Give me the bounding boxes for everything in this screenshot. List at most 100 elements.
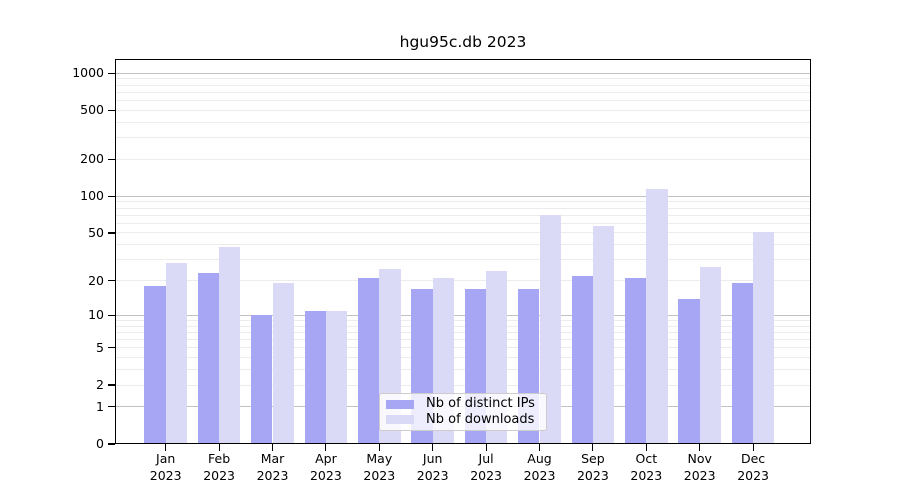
bar-ips-feb — [197, 273, 220, 444]
y-tick-label: 500 — [80, 102, 104, 118]
y-tick-label: 1000 — [72, 65, 104, 81]
y-tick-label: 50 — [88, 224, 104, 240]
x-tick — [218, 444, 220, 451]
y-tick — [107, 384, 115, 386]
bar-downloads-feb — [219, 247, 241, 444]
gridline-minor — [115, 280, 811, 282]
gridline-minor — [115, 214, 811, 216]
x-tick-label: May 2023 — [363, 451, 396, 483]
x-tick — [699, 444, 701, 451]
x-tick — [271, 444, 274, 451]
legend-swatch-ips — [386, 399, 414, 410]
x-tick — [592, 444, 594, 451]
bar-downloads-nov — [699, 267, 722, 444]
y-tick-label: 2 — [96, 377, 104, 393]
x-tick-label: Aug 2023 — [523, 451, 556, 483]
y-tick — [107, 443, 115, 445]
chart-title: hgu95c.db 2023 — [399, 33, 527, 51]
gridline-minor — [115, 347, 811, 349]
bar-ips-sep — [571, 275, 593, 444]
x-tick — [645, 444, 647, 451]
x-tick-label: Nov 2023 — [683, 451, 716, 483]
x-tick — [485, 444, 487, 451]
gridline-minor — [115, 232, 811, 234]
bar-ips-dec — [731, 283, 754, 444]
y-tick — [107, 195, 115, 197]
bar-downloads-dec — [753, 231, 775, 444]
y-tick-label: 5 — [96, 339, 104, 355]
y-tick-label: 1 — [96, 398, 104, 414]
legend-entry-downloads: Nb of downloads — [386, 411, 540, 427]
legend-entry-ips: Nb of distinct IPs — [386, 397, 540, 411]
bar-ips-jan — [144, 285, 166, 444]
gridline-major — [115, 314, 811, 316]
x-tick-label: Jul 2023 — [470, 451, 502, 483]
legend-label-downloads: Nb of downloads — [426, 411, 535, 427]
gridline-minor — [115, 91, 811, 93]
x-tick-label: Oct 2023 — [630, 451, 663, 483]
y-tick-label: 200 — [80, 151, 104, 167]
legend: Nb of distinct IPs Nb of downloads — [379, 393, 547, 431]
x-tick — [165, 444, 167, 451]
y-tick — [107, 406, 115, 408]
gridline-minor — [115, 158, 811, 160]
gridline-minor — [115, 357, 811, 359]
gridline-minor — [115, 384, 811, 386]
x-tick-label: Apr 2023 — [309, 451, 342, 483]
bar-downloads-oct — [646, 188, 668, 444]
gridline-minor — [115, 319, 811, 321]
gridline-minor — [115, 109, 811, 111]
x-tick — [538, 444, 541, 451]
y-tick — [107, 158, 115, 160]
gridline-minor — [115, 100, 811, 102]
gridline-minor — [115, 121, 811, 123]
y-tick — [107, 279, 115, 282]
gridline-minor — [115, 84, 811, 86]
bar-downloads-sep — [592, 226, 615, 444]
x-tick-label: Jan 2023 — [149, 451, 182, 483]
x-tick-label: Jun 2023 — [416, 451, 449, 483]
bar-downloads-mar — [272, 283, 294, 444]
bar-downloads-jan — [165, 263, 188, 444]
gridline-minor — [115, 331, 811, 333]
y-tick-label: 100 — [80, 188, 104, 204]
x-tick-label: Feb 2023 — [203, 451, 235, 483]
y-tick — [107, 109, 115, 111]
gridline-minor — [115, 207, 811, 209]
x-tick — [752, 444, 754, 451]
y-tick-label: 0 — [96, 436, 104, 451]
y-tick — [107, 314, 115, 316]
gridline-major — [115, 72, 811, 74]
gridline-minor — [115, 244, 811, 246]
gridline-major — [115, 195, 811, 197]
y-tick-label: 10 — [88, 307, 104, 323]
bar-ips-nov — [678, 298, 700, 444]
gridline-minor — [115, 369, 811, 371]
bar-ips-oct — [624, 278, 647, 444]
x-tick — [432, 444, 434, 451]
x-tick — [325, 444, 327, 451]
legend-label-ips: Nb of distinct IPs — [426, 396, 535, 412]
y-tick — [107, 72, 115, 74]
legend-swatch-downloads — [386, 414, 414, 425]
y-tick — [107, 232, 115, 234]
bar-ips-may — [357, 278, 380, 444]
x-tick-label: Dec 2023 — [737, 451, 769, 483]
gridline-minor — [115, 259, 811, 261]
gridline-minor — [115, 137, 811, 139]
bar-ips-mar — [251, 315, 273, 444]
bar-downloads-apr — [325, 310, 348, 444]
y-tick — [107, 347, 115, 349]
x-tick-label: Sep 2023 — [576, 451, 609, 483]
gridline-minor — [115, 339, 811, 341]
x-tick-label: Mar 2023 — [256, 451, 289, 483]
y-tick-label: 20 — [88, 272, 104, 288]
x-tick — [378, 444, 380, 451]
bar-downloads-aug — [539, 215, 561, 444]
bar-ips-apr — [304, 310, 326, 444]
gridline-minor — [115, 222, 811, 224]
gridline-minor — [115, 78, 811, 80]
gridline-minor — [115, 325, 811, 327]
gridline-minor — [115, 201, 811, 203]
